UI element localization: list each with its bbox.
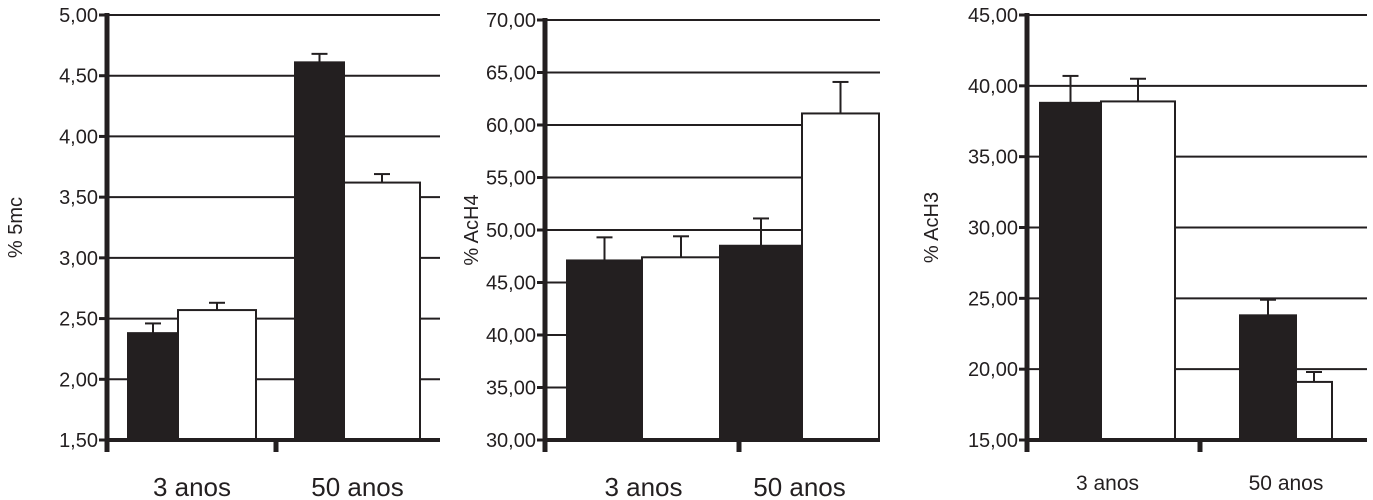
y-tick-label: 2,00 <box>59 369 98 391</box>
y-tick-label: 3,50 <box>59 187 98 209</box>
y-tick-label: 4,50 <box>59 66 98 88</box>
y-tick-label: 5,00 <box>59 5 98 27</box>
y-tick-label: 3,00 <box>59 248 98 270</box>
bar-white <box>343 181 421 441</box>
bar-white <box>177 309 257 442</box>
y-tick-label: 70,00 <box>486 10 536 32</box>
y-tick-label: 35,00 <box>968 147 1018 169</box>
x-category-label: 50 anos <box>753 472 846 500</box>
y-tick-label: 40,00 <box>486 325 536 347</box>
bar-black <box>566 259 643 442</box>
y-axis-label: % AcH4 <box>461 194 483 265</box>
y-axis-label: % AcH3 <box>921 192 943 263</box>
bar-white <box>1100 100 1176 442</box>
chart-panel-5mc: 1,50 2,00 2,50 3,00 3,50 4,00 4,50 5,00 3 anos 50… <box>5 5 440 500</box>
y-tick-label: 4,00 <box>59 126 98 148</box>
x-category-label: 3 anos <box>153 472 231 500</box>
bar-white <box>641 256 721 441</box>
y-tick-label: 45,00 <box>486 273 536 295</box>
y-axis-label: % 5mc <box>5 197 27 258</box>
y-tick-label: 25,00 <box>968 288 1018 310</box>
x-category-label: 50 anos <box>311 472 404 500</box>
x-category-label: 3 anos <box>604 472 682 500</box>
x-category-label: 3 anos <box>1076 472 1139 495</box>
y-tick-label: 50,00 <box>486 220 536 242</box>
chart-panel-ach3: 15,00 20,00 25,00 30,00 35,00 40,00 45,00 3 ano… <box>921 5 1367 495</box>
y-tick-label: 15,00 <box>968 430 1018 452</box>
chart-panel-ach4: 30,00 35,00 40,00 45,00 50,00 55,00 60,00 65,00… <box>461 10 880 500</box>
y-tick-label: 30,00 <box>486 430 536 452</box>
y-tick-label: 40,00 <box>968 76 1018 98</box>
y-tick-label: 2,50 <box>59 309 98 331</box>
bar-white <box>1295 380 1333 441</box>
y-tick-label: 30,00 <box>968 218 1018 240</box>
bar-black <box>294 61 345 441</box>
bar-black <box>1039 101 1102 441</box>
bar-black <box>127 332 179 441</box>
y-tick-label: 35,00 <box>486 378 536 400</box>
bar-black <box>719 244 803 441</box>
y-tick-label: 55,00 <box>486 168 536 190</box>
y-tick-label: 60,00 <box>486 115 536 137</box>
y-tick-label: 65,00 <box>486 63 536 85</box>
y-tick-label: 20,00 <box>968 359 1018 381</box>
bar-white <box>801 112 880 441</box>
y-tick-label: 1,50 <box>59 430 98 452</box>
x-category-label: 50 anos <box>1249 472 1324 495</box>
bar-black <box>1239 314 1297 442</box>
y-tick-label: 45,00 <box>968 5 1018 27</box>
